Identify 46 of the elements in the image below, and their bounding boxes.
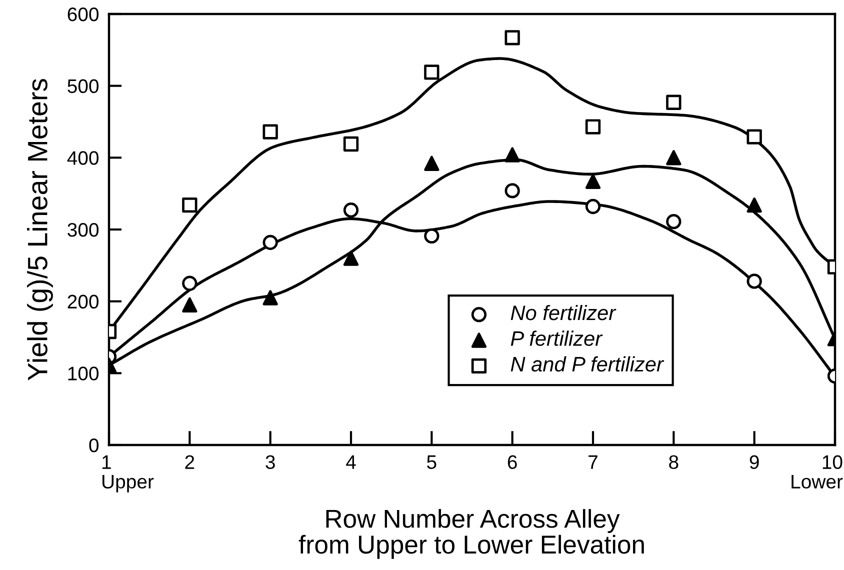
- x-tick-label: 4: [346, 455, 356, 469]
- point: [182, 197, 198, 213]
- point: [182, 276, 198, 291]
- x-tick-label: 9: [750, 455, 759, 470]
- point: [746, 274, 762, 289]
- y-tick-label: 200: [68, 294, 99, 309]
- point: [666, 94, 682, 110]
- x-tick-label: 10 Lower: [792, 455, 843, 489]
- x-tick-label: 5: [427, 455, 436, 470]
- legend-label: No fertilizer: [510, 304, 616, 320]
- point: [424, 64, 440, 80]
- y-tick-label: 600: [68, 7, 99, 22]
- x-tick-label: 8: [669, 455, 678, 470]
- point: [262, 290, 278, 306]
- y-tick-label: 400: [67, 151, 99, 165]
- point: [343, 136, 359, 152]
- point: [585, 198, 601, 214]
- point: [746, 129, 762, 144]
- point: [343, 202, 359, 218]
- point: [585, 119, 601, 134]
- y-axis-title: Yield (g)/5 Linear Meters: [27, 78, 53, 380]
- point: [504, 183, 520, 198]
- point: [424, 228, 440, 244]
- point: [504, 30, 520, 46]
- y-tick-label: 300: [68, 222, 99, 237]
- point: [666, 214, 682, 230]
- point: [424, 156, 440, 171]
- point: [746, 197, 762, 213]
- point: [262, 234, 278, 250]
- y-tick-label: 100: [68, 366, 99, 380]
- legend-label: N and P fertilizer: [510, 356, 664, 372]
- y-tick-label: 0: [89, 438, 99, 452]
- x-tick-label: 3: [266, 455, 275, 470]
- point: [343, 250, 359, 266]
- legend-label: P fertilizer: [510, 330, 603, 346]
- point: [182, 297, 198, 313]
- x-tick-label: 2: [185, 455, 194, 469]
- point: [666, 150, 682, 166]
- y-tick-label: 500: [68, 79, 99, 94]
- x-tick-label: 1 Upper: [102, 455, 154, 492]
- point: [504, 147, 520, 162]
- point: [585, 174, 601, 189]
- x-tick-label: 7: [588, 455, 598, 469]
- x-axis-title: Row Number Across Alley from Upper to Lower Elevation: [298, 509, 644, 559]
- point: [262, 124, 278, 140]
- x-tick-label: 6: [508, 455, 517, 470]
